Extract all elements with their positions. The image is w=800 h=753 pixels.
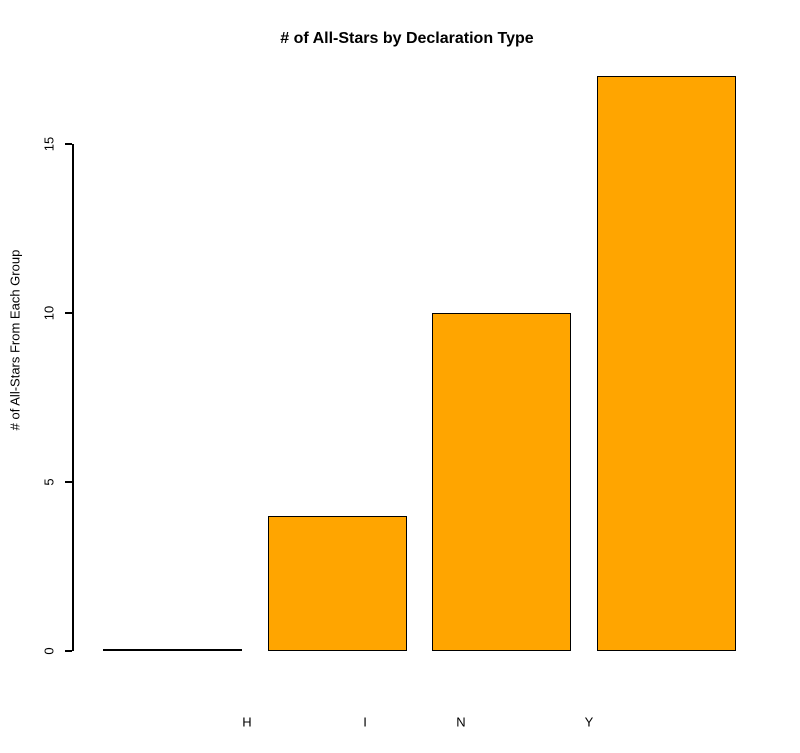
- y-tick-label: 10: [41, 305, 57, 321]
- y-tick-mark: [65, 481, 72, 483]
- x-tick-label-Y: Y: [584, 714, 594, 730]
- y-tick-label: 5: [41, 478, 57, 486]
- bar-Y: [597, 76, 736, 651]
- y-axis-line: [72, 144, 74, 651]
- x-tick-label-N: N: [456, 714, 466, 730]
- y-tick-mark: [65, 650, 72, 652]
- y-tick-label: 0: [41, 647, 57, 655]
- y-tick-mark: [65, 143, 72, 145]
- bar-I: [268, 515, 407, 651]
- y-tick-mark: [65, 312, 72, 314]
- bar-H: [103, 649, 242, 651]
- y-axis-title: # of All-Stars From Each Group: [7, 249, 23, 431]
- y-tick-label: 15: [41, 136, 57, 152]
- chart-title: # of All-Stars by Declaration Type: [280, 30, 534, 47]
- bar-N: [432, 313, 571, 651]
- x-tick-label-I: I: [363, 714, 367, 730]
- x-tick-label-H: H: [242, 714, 252, 730]
